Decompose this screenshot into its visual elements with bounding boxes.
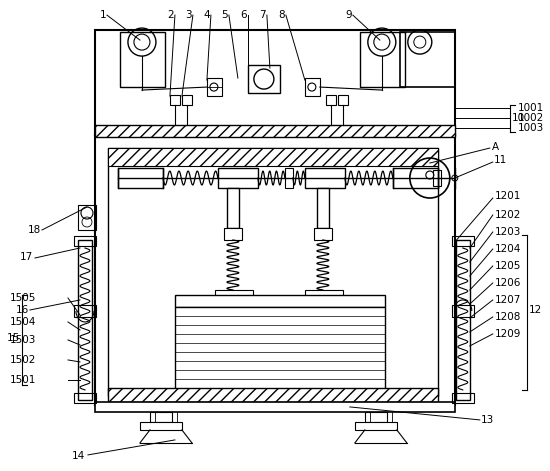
Bar [108,148,438,396]
Text: 1205: 1205 [495,261,521,271]
Bar [452,393,474,403]
Text: 1207: 1207 [495,295,521,305]
Bar [175,295,385,307]
Text: 1003: 1003 [518,123,544,133]
Bar [78,240,92,400]
Bar [150,412,172,422]
Text: 3: 3 [185,10,192,20]
Bar [120,32,165,87]
Bar [218,168,258,188]
Text: 11: 11 [494,155,507,165]
Bar [95,135,455,405]
Bar [452,236,474,246]
Bar [305,290,343,305]
Bar [433,170,441,186]
Bar [393,168,438,188]
Text: 9: 9 [345,10,352,20]
Text: 1202: 1202 [495,210,521,220]
Text: 18: 18 [28,225,41,235]
Text: 13: 13 [481,415,494,425]
Bar [175,307,385,392]
Bar [118,168,163,188]
Bar [175,392,385,402]
Bar [170,95,180,105]
Bar [314,228,332,240]
Bar [140,422,182,430]
Text: 17: 17 [20,252,33,262]
Text: 1209: 1209 [495,329,521,339]
Bar [108,148,438,166]
Text: 2: 2 [168,10,174,20]
Bar [224,228,242,240]
Text: 1505: 1505 [9,293,36,303]
Bar [452,305,474,317]
Bar [456,240,470,400]
Text: 6: 6 [240,10,247,20]
Text: 10: 10 [512,113,525,123]
Bar [360,32,405,87]
Text: 1203: 1203 [495,227,521,237]
Bar [355,422,397,430]
Bar [365,412,387,422]
Bar [95,30,455,135]
Bar [338,95,348,105]
Bar [74,305,96,317]
Text: A: A [492,142,499,152]
Text: 1: 1 [100,10,106,20]
Bar [215,290,253,305]
Text: 1208: 1208 [495,312,521,322]
Text: 1502: 1502 [9,355,36,365]
Text: 1002: 1002 [518,113,544,123]
Text: 14: 14 [72,451,85,461]
Text: 1501: 1501 [9,375,36,385]
Bar [285,168,293,188]
Bar [227,188,239,228]
Text: 4: 4 [204,10,210,20]
Bar [78,205,96,230]
Bar [74,236,96,246]
Text: 16: 16 [16,305,29,315]
Bar [317,188,329,228]
Text: 7: 7 [260,10,266,20]
Bar [74,393,96,403]
Text: 12: 12 [529,305,542,315]
Bar [95,125,455,137]
Bar [95,402,455,412]
Text: 8: 8 [278,10,285,20]
Text: 1201: 1201 [495,191,521,201]
Bar [108,388,438,402]
Bar [326,95,336,105]
Bar [182,95,192,105]
Text: 5: 5 [222,10,228,20]
Bar [207,78,222,96]
Bar [400,32,455,87]
Text: 1001: 1001 [518,103,544,113]
Bar [305,168,345,188]
Text: 1503: 1503 [9,335,36,345]
Bar [305,78,320,96]
Bar [248,65,280,93]
Text: 1504: 1504 [9,317,36,327]
Text: 1204: 1204 [495,244,521,254]
Text: 15: 15 [7,333,20,343]
Text: 1206: 1206 [495,278,521,288]
